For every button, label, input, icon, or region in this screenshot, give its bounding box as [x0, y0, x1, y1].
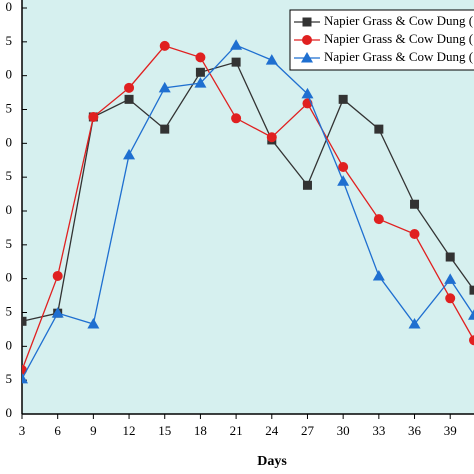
- marker: [374, 124, 384, 134]
- x-tick-label: 9: [90, 423, 97, 438]
- x-tick-label: 27: [301, 423, 315, 438]
- marker: [88, 111, 99, 122]
- marker: [373, 214, 384, 225]
- marker: [22, 372, 28, 384]
- marker: [231, 57, 241, 67]
- marker: [410, 199, 420, 209]
- marker: [372, 269, 385, 281]
- x-tick-label: 18: [194, 423, 207, 438]
- y-tick-label: 0: [6, 270, 13, 285]
- marker: [409, 229, 420, 240]
- x-tick-label: 36: [408, 423, 422, 438]
- marker: [22, 316, 27, 326]
- marker: [124, 94, 134, 104]
- marker: [159, 40, 170, 51]
- marker: [444, 273, 457, 284]
- x-tick-label: 21: [230, 423, 243, 438]
- legend-box: [289, 9, 474, 71]
- marker: [158, 81, 171, 93]
- y-tick-label: 0: [6, 405, 13, 420]
- marker: [265, 54, 278, 65]
- x-tick-label: 12: [123, 423, 136, 438]
- y-tick-label: 0: [6, 202, 13, 217]
- y-tick-label: 5: [6, 371, 13, 386]
- plot-area: [22, 39, 474, 384]
- y-tick-label: 0: [6, 67, 13, 82]
- marker: [194, 77, 207, 88]
- marker: [337, 175, 350, 186]
- marker: [338, 94, 348, 104]
- y-tick-label: 5: [6, 33, 13, 48]
- marker: [230, 39, 243, 50]
- marker: [302, 180, 312, 190]
- y-tick-label: 0: [6, 337, 13, 352]
- marker: [469, 335, 474, 346]
- marker: [231, 113, 242, 124]
- marker: [51, 307, 64, 318]
- marker: [469, 285, 474, 295]
- y-tick-label: 5: [6, 236, 13, 251]
- marker: [87, 318, 100, 329]
- marker: [124, 82, 135, 93]
- marker: [195, 67, 205, 77]
- x-tick-label: 39: [444, 423, 457, 438]
- legend-label: Napier Grass & Cow Dung (: [324, 49, 473, 64]
- y-tick-label: 0: [6, 134, 13, 149]
- y-tick-label: 5: [6, 303, 13, 318]
- marker: [445, 252, 455, 262]
- marker: [302, 17, 312, 27]
- x-tick-label: 33: [372, 423, 385, 438]
- legend-label: Napier Grass & Cow Dung (: [324, 31, 473, 46]
- x-tick-label: 15: [158, 423, 171, 438]
- series-line: [22, 44, 474, 380]
- x-tick-label: 3: [19, 423, 26, 438]
- marker: [445, 293, 456, 304]
- y-tick-label: 0: [6, 0, 13, 14]
- marker: [123, 148, 136, 160]
- marker: [195, 52, 206, 63]
- legend-label: Napier Grass & Cow Dung (: [324, 13, 473, 28]
- marker: [160, 124, 170, 134]
- series-line: [22, 61, 474, 322]
- x-axis-label: Days: [257, 454, 287, 469]
- marker: [52, 270, 63, 281]
- y-tick-label: 5: [6, 100, 13, 115]
- marker: [408, 318, 421, 329]
- marker: [302, 35, 312, 45]
- x-tick-label: 24: [265, 423, 279, 438]
- series-line: [22, 45, 474, 371]
- marker: [338, 162, 349, 173]
- marker: [301, 52, 313, 63]
- x-tick-label: 30: [337, 423, 350, 438]
- x-tick-label: 6: [54, 423, 61, 438]
- marker: [301, 87, 314, 99]
- marker: [266, 132, 277, 143]
- y-tick-label: 5: [6, 168, 13, 183]
- marker: [468, 309, 474, 320]
